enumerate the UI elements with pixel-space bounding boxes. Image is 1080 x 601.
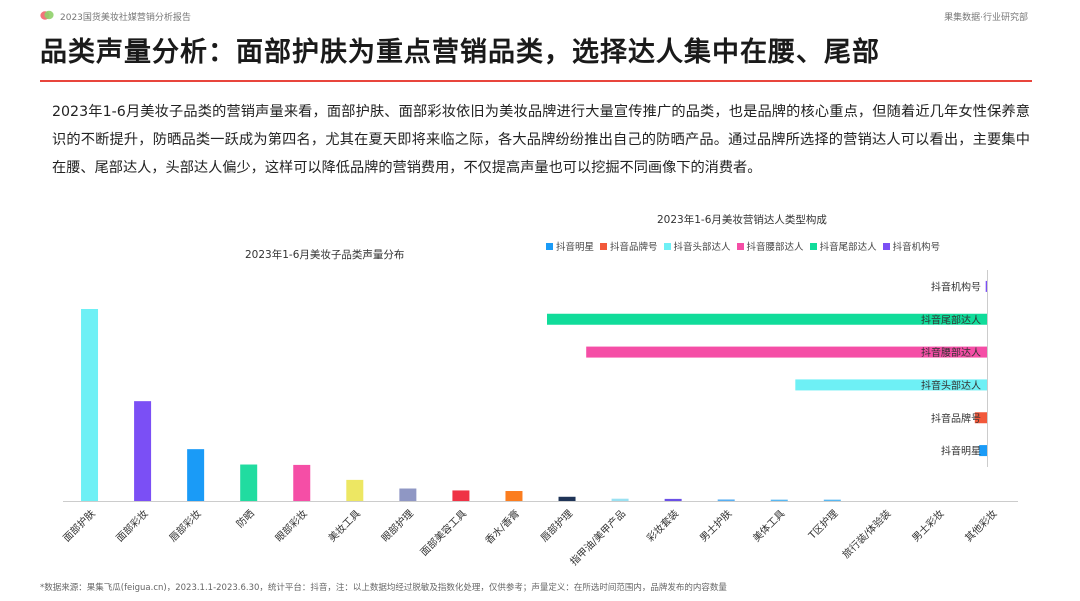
category-tick-label: 美妆工具 bbox=[325, 507, 362, 544]
right-chart-legend: 抖音明星 抖音品牌号 抖音头部达人 抖音腰部达人 抖音尾部达人 抖音机构号 bbox=[546, 239, 940, 253]
report-name: 2023国货美妆社媒营销分析报告 bbox=[60, 13, 191, 23]
category-bar bbox=[81, 309, 99, 501]
category-tick-label: 其他彩妆 bbox=[962, 507, 999, 544]
page-title: 品类声量分析：面部护肤为重点营销品类，选择达人集中在腰、尾部 bbox=[40, 37, 880, 68]
right-chart-title: 2023年1-6月美妆营销达人类型构成 bbox=[657, 214, 827, 226]
legend-item: 抖音头部达人 bbox=[663, 239, 731, 253]
legend-swatch bbox=[882, 242, 890, 250]
talent-type-label: 抖音头部达人 bbox=[921, 379, 981, 392]
category-bar bbox=[346, 479, 364, 501]
legend-item: 抖音尾部达人 bbox=[809, 239, 877, 253]
category-bar bbox=[664, 498, 682, 501]
category-tick-label: 香水/香膏 bbox=[482, 507, 522, 547]
brand-logo-icon bbox=[40, 10, 54, 20]
category-bar bbox=[770, 499, 788, 501]
category-bar bbox=[611, 498, 629, 501]
category-tick-label: 男士彩妆 bbox=[909, 507, 946, 544]
category-tick-label: 唇部彩妆 bbox=[166, 507, 203, 544]
category-bar bbox=[823, 499, 841, 501]
category-bar bbox=[452, 490, 470, 501]
category-tick-label: 彩妆套装 bbox=[644, 507, 681, 544]
category-tick-label: 唇部护理 bbox=[538, 507, 575, 544]
category-bar bbox=[293, 464, 311, 501]
talent-type-label: 抖音尾部达人 bbox=[921, 313, 981, 326]
category-bar bbox=[134, 401, 152, 501]
talent-type-bar bbox=[979, 445, 987, 457]
body-paragraph: 2023年1-6月美妆子品类的营销声量来看，面部护肤、面部彩妆依旧为美妆品牌进行… bbox=[52, 104, 1030, 176]
category-tick-label: 防晒 bbox=[233, 507, 256, 530]
footnote: *数据来源：果集飞瓜(feigua.cn)，2023.1.1-2023.6.30… bbox=[40, 583, 727, 593]
legend-swatch bbox=[663, 242, 671, 250]
category-bar bbox=[558, 496, 576, 501]
category-tick-label: 美体工具 bbox=[750, 507, 787, 544]
legend-swatch bbox=[546, 242, 553, 250]
category-tick-label: 男士护肤 bbox=[697, 507, 734, 544]
talent-type-bar bbox=[586, 346, 987, 358]
legend-label: 抖音明星 bbox=[556, 242, 595, 253]
category-tick-label: 眼部彩妆 bbox=[272, 507, 309, 544]
left-chart-title: 2023年1-6月美妆子品类声量分布 bbox=[245, 249, 405, 261]
legend-label: 抖音腰部达人 bbox=[746, 242, 804, 253]
category-bar bbox=[187, 449, 205, 501]
category-tick-label: 旅行装/体验装 bbox=[839, 507, 893, 561]
talent-type-label: 抖音品牌号 bbox=[931, 412, 981, 425]
talent-type-label: 抖音明星 bbox=[941, 445, 981, 458]
talent-type-bar bbox=[547, 313, 987, 325]
category-tick-label: 眼部护理 bbox=[379, 507, 416, 544]
category-bar bbox=[399, 488, 417, 501]
talent-type-label: 抖音腰部达人 bbox=[921, 346, 981, 359]
talent-type-bar bbox=[974, 412, 987, 424]
talent-type-label: 抖音机构号 bbox=[931, 280, 981, 293]
category-tick-label: 面部彩妆 bbox=[113, 507, 150, 544]
legend-item: 抖音明星 bbox=[546, 239, 594, 253]
legend-label: 抖音机构号 bbox=[892, 242, 941, 253]
category-tick-label: T区护理 bbox=[805, 507, 840, 542]
legend-swatch bbox=[809, 242, 817, 250]
category-bar bbox=[717, 499, 735, 501]
category-tick-label: 面部护肤 bbox=[60, 507, 97, 544]
title-divider bbox=[40, 80, 1032, 82]
legend-swatch bbox=[600, 242, 608, 250]
legend-item: 抖音品牌号 bbox=[600, 239, 658, 253]
category-bar bbox=[505, 491, 523, 501]
category-tick-label: 指甲油/美甲产品 bbox=[567, 507, 628, 568]
legend-swatch bbox=[736, 242, 744, 250]
category-bar bbox=[240, 464, 258, 501]
legend-label: 抖音头部达人 bbox=[673, 242, 731, 253]
legend-label: 抖音品牌号 bbox=[610, 242, 658, 253]
talent-type-bar bbox=[985, 280, 987, 292]
talent-type-bar bbox=[795, 379, 987, 391]
brand-name: 果集数据·行业研究部 bbox=[944, 13, 1028, 23]
legend-item: 抖音机构号 bbox=[882, 239, 941, 253]
legend-item: 抖音腰部达人 bbox=[736, 239, 804, 253]
legend-label: 抖音尾部达人 bbox=[819, 242, 877, 253]
category-tick-label: 面部美容工具 bbox=[417, 507, 469, 559]
